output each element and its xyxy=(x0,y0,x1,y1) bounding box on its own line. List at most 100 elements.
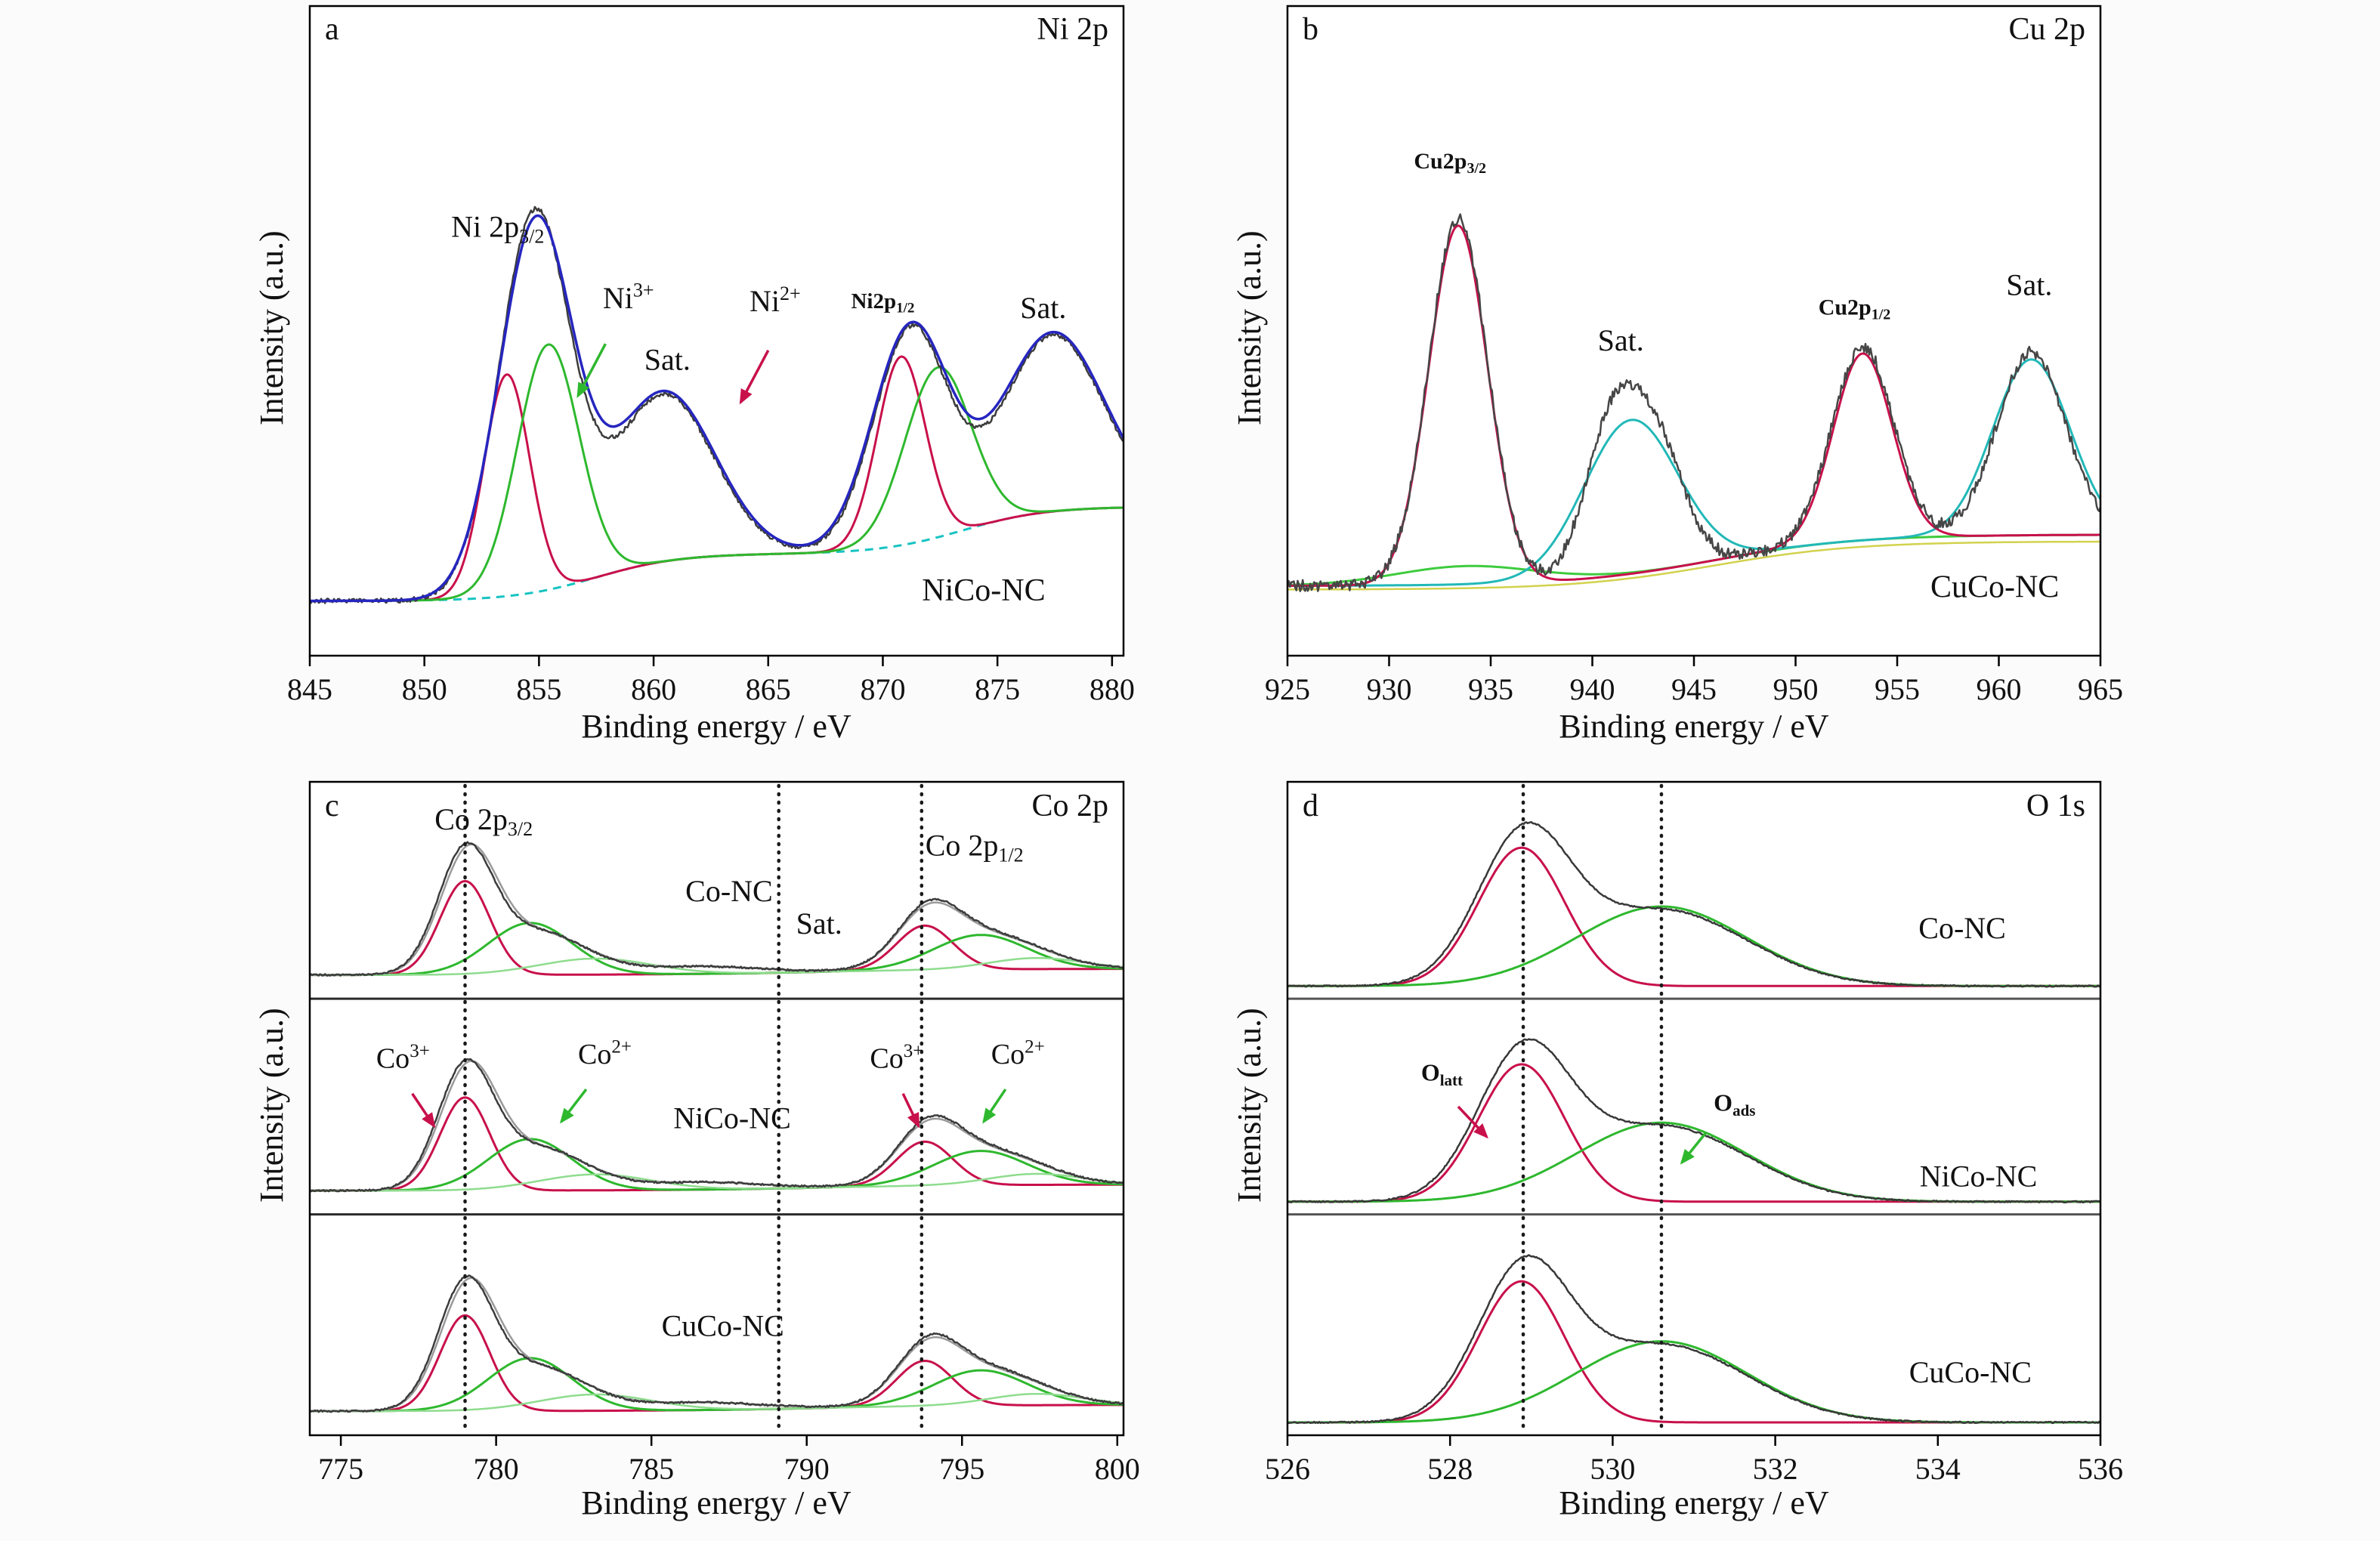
panel-d-plot-area xyxy=(1287,782,2100,1435)
annotation: Cu2p1/2 xyxy=(1819,295,1891,323)
annotation: Co3+ xyxy=(870,1041,923,1074)
series-raw-data xyxy=(309,1274,1124,1413)
annotation: Sat. xyxy=(644,343,691,377)
x-tick-label: 935 xyxy=(1468,672,1513,706)
x-tick-label: 880 xyxy=(1090,672,1135,706)
annotation: Ni3+ xyxy=(603,279,654,315)
panel-b-letter: b xyxy=(1303,12,1318,47)
x-tick-label: 865 xyxy=(746,672,791,706)
panel-c-xaxis-label: Binding energy / eV xyxy=(581,1484,852,1521)
x-tick-label: 945 xyxy=(1671,672,1717,706)
x-tick-label: 940 xyxy=(1570,672,1615,706)
series-co2plus-component xyxy=(310,1138,1124,1192)
annotation: Ni 2p3/2 xyxy=(451,209,544,247)
series-raw-data xyxy=(309,841,1124,977)
panel-c-title: Co 2p xyxy=(1031,789,1108,823)
annotation: Co 2p3/2 xyxy=(434,802,533,840)
series-raw-data xyxy=(309,1058,1124,1193)
x-tick-label: 780 xyxy=(474,1452,519,1486)
annotation: Olatt xyxy=(1421,1059,1463,1089)
x-tick-label: 875 xyxy=(975,672,1020,706)
annotation-arrow xyxy=(1680,1132,1708,1165)
annotation-arrow xyxy=(1457,1105,1488,1139)
panel-d-xaxis-label: Binding energy / eV xyxy=(1559,1484,1829,1521)
annotation: CuCo-NC xyxy=(662,1308,784,1342)
annotation: Sat. xyxy=(1598,323,1644,357)
panel-c-yaxis-label: Intensity (a.u.) xyxy=(252,1008,290,1203)
x-tick-label: 955 xyxy=(1875,672,1920,706)
x-tick-label: 855 xyxy=(516,672,561,706)
annotation-arrow xyxy=(901,1093,920,1129)
panel-a-yaxis-label: Intensity (a.u.) xyxy=(252,230,290,426)
panel-a-plot-area xyxy=(310,6,1124,656)
series-background-yellow xyxy=(1287,540,2100,591)
panel-b-plot-area xyxy=(1287,6,2100,656)
x-tick-label: 532 xyxy=(1753,1452,1798,1486)
annotation: Oads xyxy=(1714,1089,1755,1119)
series-co2plus-component-2 xyxy=(310,1392,1124,1413)
annotation: CuCo-NC xyxy=(1930,570,2059,605)
panel-d-frame xyxy=(1286,780,2102,1437)
x-tick-label: 845 xyxy=(287,672,332,706)
annotation-arrow xyxy=(576,343,607,398)
panel-a-xaxis-label: Binding energy / eV xyxy=(581,708,852,745)
annotation: CuCo-NC xyxy=(1909,1355,2032,1389)
series-co2plus-component xyxy=(310,922,1124,977)
annotation-arrow xyxy=(739,349,770,405)
annotation: Co2+ xyxy=(991,1036,1045,1070)
x-tick-label: 960 xyxy=(1977,672,2022,706)
annotation-arrow xyxy=(559,1089,588,1124)
annotation: NiCo-NC xyxy=(1920,1160,2038,1194)
x-tick-label: 930 xyxy=(1367,672,1412,706)
annotation: Sat. xyxy=(2006,268,2052,302)
panel-a-title: Ni 2p xyxy=(1037,12,1109,47)
series-raw-data xyxy=(1287,820,2101,988)
annotation: Co3+ xyxy=(376,1041,430,1074)
panel-a-frame xyxy=(308,5,1125,657)
series-raw-data xyxy=(1286,213,2102,592)
x-tick-label: 526 xyxy=(1265,1452,1310,1486)
series-ni2plus-component xyxy=(310,343,1124,602)
panel-b-xaxis-label: Binding energy / eV xyxy=(1559,708,1829,745)
series-co2plus-component-2 xyxy=(310,1172,1124,1192)
x-tick-label: 800 xyxy=(1095,1452,1140,1486)
annotation: Co-NC xyxy=(1918,911,2006,945)
panel-d-letter: d xyxy=(1303,789,1318,823)
annotation: NiCo-NC xyxy=(673,1101,791,1135)
x-tick-label: 790 xyxy=(784,1452,830,1486)
annotation-arrow xyxy=(411,1092,436,1129)
panel-b-yaxis-label: Intensity (a.u.) xyxy=(1230,230,1268,426)
series-raw-data xyxy=(1287,1038,2101,1203)
x-tick-label: 795 xyxy=(939,1452,984,1486)
panel-b-title: Cu 2p xyxy=(2008,12,2085,47)
x-tick-label: 870 xyxy=(860,672,905,706)
annotation: Sat. xyxy=(796,906,842,940)
series-raw-data xyxy=(1287,1254,2101,1425)
panel-d-title: O 1s xyxy=(2026,789,2085,823)
series-fit-envelope xyxy=(309,214,1125,603)
panel-c-letter: c xyxy=(325,789,339,823)
series-co2plus-component xyxy=(310,1357,1124,1413)
x-tick-label: 528 xyxy=(1427,1452,1473,1486)
x-tick-label: 925 xyxy=(1265,672,1310,706)
x-tick-label: 536 xyxy=(2078,1452,2123,1486)
x-tick-label: 785 xyxy=(629,1452,674,1486)
x-tick-label: 965 xyxy=(2078,672,2123,706)
x-tick-label: 860 xyxy=(631,672,676,706)
annotation: Ni2+ xyxy=(750,283,801,318)
annotation: Sat. xyxy=(1020,291,1066,325)
series-satellite-components xyxy=(1287,358,2102,587)
panel-a-letter: a xyxy=(325,12,339,47)
panel-d-yaxis-label: Intensity (a.u.) xyxy=(1230,1008,1268,1203)
annotation-arrow xyxy=(982,1089,1007,1124)
panel-c-frame xyxy=(308,780,1125,1437)
annotation: Cu2p3/2 xyxy=(1414,149,1486,177)
x-tick-label: 775 xyxy=(318,1452,363,1486)
x-tick-label: 534 xyxy=(1915,1452,1961,1486)
annotation: Co2+ xyxy=(578,1036,632,1070)
x-tick-label: 950 xyxy=(1773,672,1819,706)
x-tick-label: 530 xyxy=(1590,1452,1635,1486)
annotation: Co 2p1/2 xyxy=(926,829,1024,866)
